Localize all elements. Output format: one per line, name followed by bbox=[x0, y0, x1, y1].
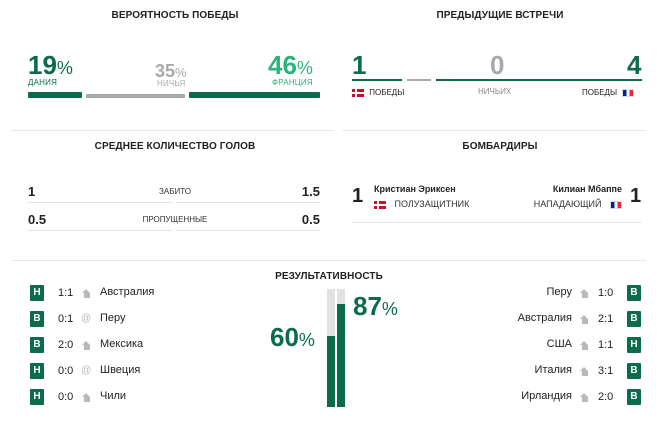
home-scorer-position: ПОЛУЗАЩИТНИК bbox=[374, 199, 469, 209]
away-win-pct: 46% bbox=[268, 52, 313, 81]
result-badge: В bbox=[627, 311, 641, 327]
avg-goals-title: СРЕДНЕЕ КОЛИЧЕСТВО ГОЛОВ bbox=[94, 141, 256, 152]
divider-2 bbox=[12, 260, 646, 261]
h2h-home-label: ПОБЕДЫ bbox=[352, 88, 404, 97]
match-score: 0:0 bbox=[58, 391, 74, 403]
h2h-away-wins: 4 bbox=[627, 50, 642, 80]
home-icon bbox=[580, 393, 589, 402]
form-title: РЕЗУЛЬТАТИВНОСТЬ bbox=[275, 271, 383, 282]
opponent-team[interactable]: Швеция bbox=[100, 364, 141, 376]
result-badge: В bbox=[627, 363, 641, 379]
draw-bar bbox=[86, 94, 185, 98]
h2h-away-bar bbox=[436, 79, 642, 81]
away-icon: @ bbox=[81, 365, 92, 376]
denmark-flag-icon bbox=[352, 88, 364, 97]
goals-conceded-line-right bbox=[176, 230, 320, 231]
home-icon bbox=[82, 289, 91, 298]
opponent-team[interactable]: США bbox=[546, 338, 572, 350]
opponent-team[interactable]: Италия bbox=[534, 364, 572, 376]
h2h-title: ПРЕДЫДУЩИЕ ВСТРЕЧИ bbox=[436, 10, 564, 21]
opponent-team[interactable]: Чили bbox=[100, 390, 127, 402]
away-win-value: 46% bbox=[268, 50, 313, 80]
home-win-value: 19% bbox=[28, 50, 73, 80]
home-icon bbox=[580, 367, 589, 376]
goals-scored-away: 1.5 bbox=[301, 184, 320, 199]
home-scorer-goals: 1 bbox=[352, 185, 364, 207]
home-icon bbox=[580, 341, 589, 350]
denmark-flag-icon bbox=[374, 200, 386, 209]
draw-pct: 35% bbox=[155, 62, 187, 82]
result-badge: Н bbox=[30, 389, 44, 405]
divider-1-right bbox=[342, 130, 646, 131]
opponent-team[interactable]: Австралия bbox=[100, 286, 155, 298]
goals-conceded-line-left bbox=[28, 230, 172, 231]
match-score: 1:0 bbox=[598, 287, 614, 299]
france-flag-icon bbox=[622, 88, 635, 97]
away-form-bar bbox=[337, 289, 345, 407]
home-icon bbox=[580, 289, 589, 298]
home-scorer-name[interactable]: Кристиан Эриксен bbox=[374, 184, 456, 194]
match-score: 2:0 bbox=[58, 339, 74, 351]
home-icon bbox=[580, 315, 589, 324]
result-badge: В bbox=[30, 337, 44, 353]
h2h-draws: 0 bbox=[490, 50, 505, 80]
goals-conceded-home: 0.5 bbox=[28, 212, 47, 227]
goals-scored-label: ЗАБИТО bbox=[159, 187, 191, 196]
h2h-draw-bar bbox=[407, 79, 431, 81]
goals-scored-line-left bbox=[28, 202, 172, 203]
opponent-team[interactable]: Перу bbox=[546, 286, 572, 298]
result-badge: В bbox=[627, 389, 641, 405]
away-win-bar bbox=[189, 92, 320, 98]
goals-scored-line-right bbox=[176, 202, 320, 203]
h2h-away-label: ПОБЕДЫ bbox=[582, 88, 635, 97]
opponent-team[interactable]: Перу bbox=[100, 312, 126, 324]
result-badge: Н bbox=[30, 285, 44, 301]
goals-conceded-label: ПРОПУЩЕННЫЕ bbox=[142, 215, 208, 224]
win-probability-title: ВЕРОЯТНОСТЬ ПОБЕДЫ bbox=[111, 10, 239, 21]
match-score: 1:1 bbox=[598, 339, 614, 351]
home-win-label: ДАНИЯ bbox=[28, 78, 58, 87]
home-form-pct: 60% bbox=[270, 322, 315, 352]
scorers-title: БОМБАРДИРЫ bbox=[462, 141, 538, 152]
match-score: 0:1 bbox=[58, 313, 74, 325]
result-badge: Н bbox=[627, 337, 641, 353]
home-icon bbox=[82, 393, 91, 402]
away-form-pct: 87% bbox=[353, 291, 398, 321]
away-win-label: ФРАНЦИЯ bbox=[272, 78, 313, 87]
home-win-bar bbox=[28, 92, 82, 98]
away-scorer-goals: 1 bbox=[630, 185, 642, 207]
away-form-fill bbox=[337, 304, 345, 407]
goals-conceded-away: 0.5 bbox=[301, 212, 320, 227]
match-score: 2:1 bbox=[598, 313, 614, 325]
opponent-team[interactable]: Ирландия bbox=[521, 390, 572, 402]
home-form-bar bbox=[327, 289, 335, 407]
draw-label: НИЧЬЯ bbox=[157, 79, 186, 88]
goals-scored-home: 1 bbox=[28, 184, 36, 199]
result-badge: Н bbox=[30, 363, 44, 379]
away-icon: @ bbox=[81, 313, 92, 324]
away-scorer-name[interactable]: Килиан Мбаппе bbox=[552, 184, 622, 194]
opponent-team[interactable]: Мексика bbox=[100, 338, 144, 350]
match-score: 1:1 bbox=[58, 287, 74, 299]
h2h-home-bar bbox=[352, 79, 402, 81]
home-win-pct: 19% bbox=[28, 52, 73, 81]
scorers-line bbox=[352, 222, 642, 223]
divider-1-left bbox=[12, 130, 334, 131]
result-badge: В bbox=[30, 311, 44, 327]
draw-value: 35% bbox=[155, 61, 187, 81]
france-flag-icon bbox=[610, 200, 622, 209]
home-form-fill bbox=[327, 336, 335, 407]
match-score: 2:0 bbox=[598, 391, 614, 403]
result-badge: В bbox=[627, 285, 641, 301]
match-score: 0:0 bbox=[58, 365, 74, 377]
h2h-home-wins: 1 bbox=[352, 50, 367, 80]
h2h-draws-label: НИЧЬИХ bbox=[478, 87, 512, 96]
opponent-team[interactable]: Австралия bbox=[517, 312, 572, 324]
away-scorer-position: НАПАДАЮЩИЙ bbox=[500, 199, 622, 209]
match-score: 3:1 bbox=[598, 365, 614, 377]
home-icon bbox=[82, 341, 91, 350]
